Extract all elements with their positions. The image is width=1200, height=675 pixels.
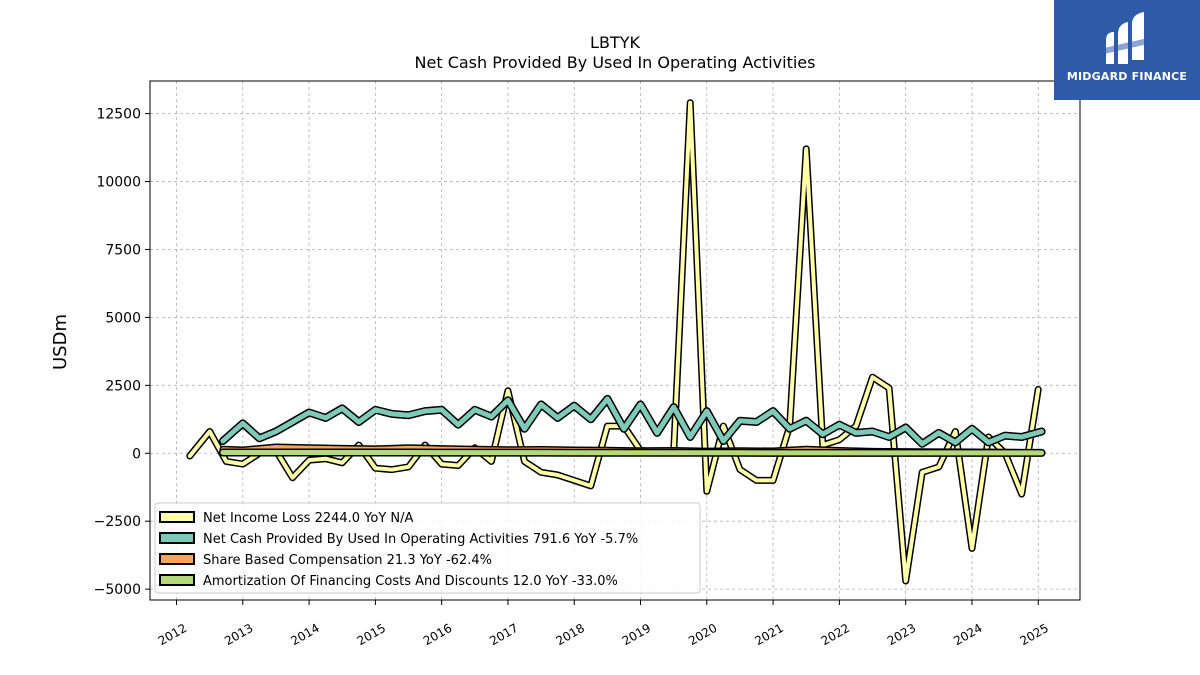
x-tick-label: 2019	[620, 621, 653, 648]
legend-swatch	[159, 532, 195, 544]
y-tick-label: 10000	[96, 175, 141, 191]
chart-subtitle: Net Cash Provided By Used In Operating A…	[415, 53, 816, 72]
y-tick-label: 7500	[105, 242, 141, 258]
legend-box	[154, 502, 701, 594]
y-axis: −5000 −2500 0 2500 5000 7500 10000 12500	[94, 107, 150, 598]
legend-label: Amortization Of Financing Costs And Disc…	[203, 574, 618, 589]
x-tick-label: 2012	[156, 621, 189, 648]
series-line-2	[220, 396, 1045, 447]
legend-label: Share Based Compensation 21.3 YoY -62.4%	[203, 553, 492, 568]
plot-frame	[149, 80, 1081, 601]
logo-text: MIDGARD FINANCE	[1066, 70, 1188, 83]
legend-swatch	[159, 511, 195, 523]
x-tick-label: 2016	[421, 621, 454, 648]
x-tick-label: 2015	[355, 621, 388, 648]
x-tick-label: 2024	[951, 621, 984, 648]
y-tick-label: 2500	[105, 378, 141, 394]
y-tick-label: 5000	[105, 310, 141, 326]
x-axis: 2012 2013 2014 2015 2016 2017 2018 2019 2020 2021…	[156, 600, 1051, 648]
y-tick-label: −5000	[94, 582, 141, 598]
y-tick-label: −2500	[94, 514, 141, 530]
legend-swatch	[159, 553, 195, 565]
x-tick-label: 2014	[288, 621, 321, 648]
brand-logo: MIDGARD FINANCE	[1054, 0, 1200, 100]
chart-title: LBTYK	[590, 33, 640, 52]
x-tick-label: 2018	[554, 621, 587, 648]
x-tick-label: 2021	[752, 621, 785, 648]
legend-swatch	[159, 574, 195, 586]
x-tick-label: 2023	[885, 621, 918, 648]
logo-mark-icon	[1104, 12, 1148, 64]
legend: Net Income Loss 2244.0 YoY N/A Net Cash P…	[154, 502, 701, 594]
y-tick-label: 0	[132, 446, 141, 462]
series-layer	[186, 99, 1046, 585]
x-tick-label: 2013	[222, 621, 255, 648]
y-tick-label: 12500	[96, 107, 141, 123]
x-tick-label: 2025	[1018, 621, 1051, 648]
x-tick-label: 2022	[819, 621, 852, 648]
series-line-1	[187, 100, 1041, 583]
y-axis-label: USDm	[50, 314, 71, 370]
x-tick-label: 2017	[487, 621, 520, 648]
legend-label: Net Cash Provided By Used In Operating A…	[203, 532, 638, 547]
legend-label: Net Income Loss 2244.0 YoY N/A	[203, 511, 414, 526]
x-tick-label: 2020	[686, 621, 719, 648]
